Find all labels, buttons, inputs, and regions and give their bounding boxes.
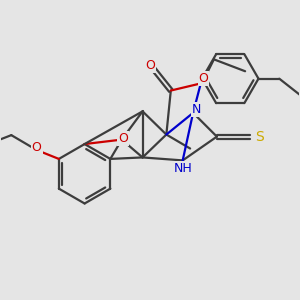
Text: NH: NH [173,162,192,175]
Text: O: O [199,72,208,85]
Text: N: N [192,103,201,116]
Text: O: O [118,132,128,145]
Text: S: S [256,130,264,144]
Text: O: O [32,140,41,154]
Text: O: O [145,59,155,72]
